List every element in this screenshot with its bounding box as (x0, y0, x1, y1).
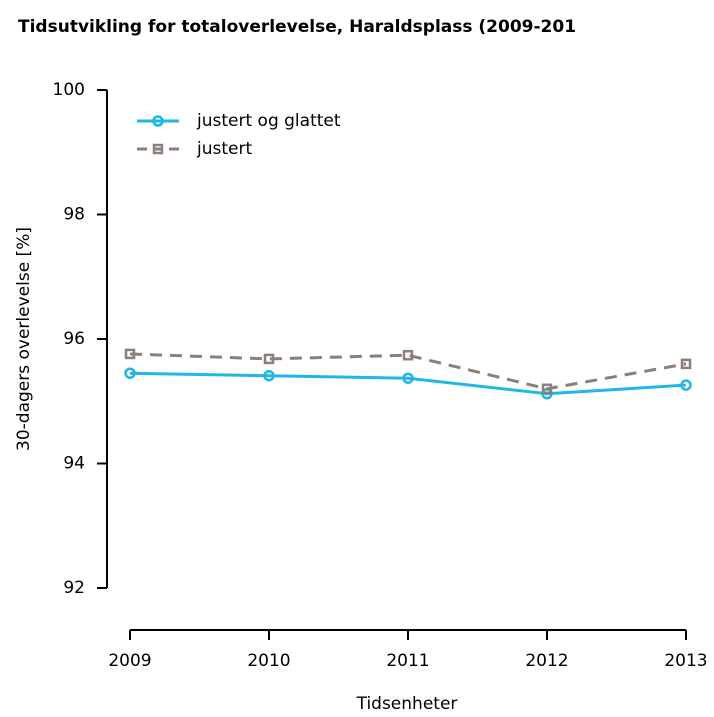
point (124, 367, 136, 379)
point (541, 383, 553, 395)
x-tick-label: 2011 (386, 651, 429, 671)
x-tick-label: 2009 (108, 651, 151, 671)
legend-marker (152, 143, 164, 155)
x-axis-label: Tidsenheter (356, 694, 458, 714)
y-axis-label: 30-dagers overlevelse [%] (14, 227, 34, 451)
series-line (129, 352, 687, 391)
y-tick-label: 92 (63, 578, 85, 598)
y-tick-label: 96 (63, 329, 85, 349)
point (263, 353, 275, 365)
chart-title: Tidsutvikling for totaloverlevelse, Hara… (18, 17, 576, 37)
series-line (129, 371, 687, 396)
point (263, 369, 275, 382)
y-tick-label: 100 (53, 80, 85, 100)
y-tick-label: 94 (63, 454, 85, 474)
point (402, 349, 414, 361)
legend-marker (152, 115, 164, 127)
point (680, 358, 692, 370)
point (680, 379, 692, 391)
legend-label: justert og glattet (196, 111, 341, 131)
x-tick-label: 2010 (247, 651, 290, 671)
point (124, 348, 136, 360)
x-tick-label: 2012 (525, 651, 568, 671)
x-tick-label: 2013 (664, 651, 707, 671)
point (402, 372, 414, 384)
y-tick-label: 98 (63, 205, 85, 225)
legend-label: justert (196, 139, 252, 159)
